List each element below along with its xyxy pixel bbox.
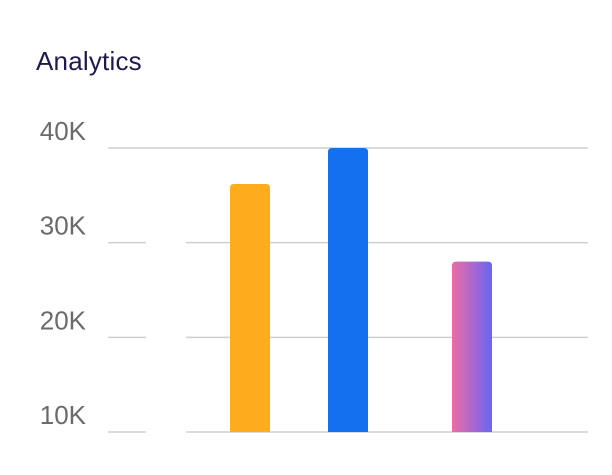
y-tick-label: 20K [40,305,87,335]
bar-2 [328,148,368,432]
bars [230,148,492,432]
bar-3 [452,261,492,432]
bar-1 [230,183,270,432]
chart-title: Analytics [36,46,142,76]
y-tick-label: 10K [40,400,87,430]
y-tick-label: 40K [40,116,87,146]
y-axis: 10K 20K 30K 40K [40,116,87,430]
y-tick-label: 30K [40,211,87,241]
